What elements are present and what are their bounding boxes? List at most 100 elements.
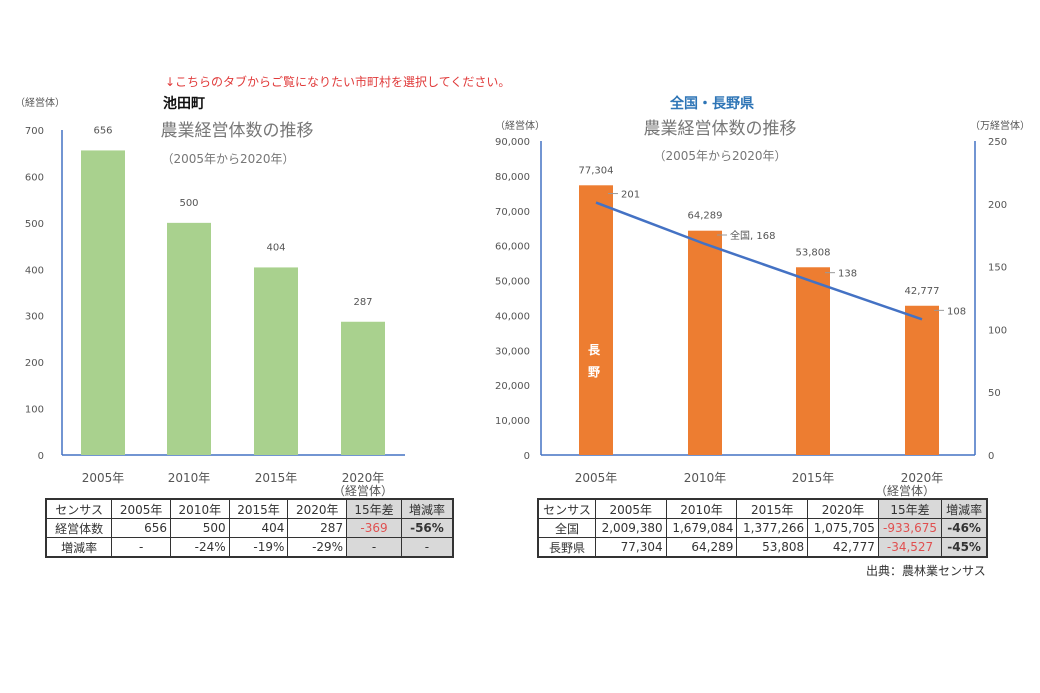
bar [81,150,125,455]
bar-inner-label: 長 [588,342,601,357]
column-header: 15年差 [877,498,943,519]
table-cell: - [346,537,402,558]
table-row: 全国 2,009,380 1,679,084 1,377,266 1,075,705 -9… [537,518,988,538]
table-cell: 53,808 [736,537,809,558]
table-cell: 1,679,084 [665,518,738,538]
x-tick-label: 2010年 [684,471,727,485]
y-tick-label: 80,000 [495,172,530,183]
chart-subtitle: （2005年から2020年） [653,149,786,163]
bar [579,185,613,456]
column-header: 増減率 [941,498,988,519]
column-header: 15年差 [346,498,402,519]
y-tick-label: 200 [25,358,44,369]
table-cell: -45% [941,537,988,558]
y-tick-label: 70,000 [495,207,530,218]
column-header: 2020年 [807,498,879,519]
column-header: 2015年 [736,498,809,519]
bar-inner-label: 野 [588,365,600,379]
bar [341,321,385,455]
y-tick-label: 400 [25,265,44,276]
line-data-label: 201 [621,190,640,201]
bar [688,230,722,455]
bar [796,267,830,455]
y-tick-label: 10,000 [495,416,530,427]
table-unit-label: （経営体） [333,484,393,498]
table-cell: 64,289 [665,537,738,558]
y2-tick-label: 200 [988,200,1007,211]
table-cell: 2,009,380 [594,518,667,538]
y-tick-label: 30,000 [495,346,530,357]
y-tick-label: 100 [25,405,44,416]
table-cell: -19% [228,537,289,558]
table-cell: - [111,537,171,558]
table-cell: 287 [287,518,348,538]
bar [254,267,298,455]
table-cell: - [400,537,454,558]
y-tick-label: 0 [524,451,530,462]
row-label: 全国 [537,518,596,538]
table-cell: -34,527 [877,537,943,558]
column-header: 増減率 [400,498,454,519]
row-label: 経営体数 [45,518,113,538]
table-cell: 77,304 [594,537,667,558]
x-tick-label: 2015年 [255,471,298,485]
bar [905,305,939,455]
data-label: 500 [179,198,198,209]
chart-subtitle: （2005年から2020年） [161,152,294,166]
table-row: 長野県 77,304 64,289 53,808 42,777 -34,527 -45% [537,537,988,558]
table-cell: -369 [346,518,402,538]
chart-title: 農業経営体数の推移 [161,121,314,141]
column-header: 2005年 [594,498,667,519]
table-header-row: センサス 2005年 2010年 2015年 2020年 15年差 増減率 [45,498,454,519]
column-header: 2005年 [111,498,171,519]
table-cell: -933,675 [877,518,943,538]
national-nagano-table: センサス 2005年 2010年 2015年 2020年 15年差 増減率 全国 2,009,3… [537,498,988,558]
chart-title: 農業経営体数の推移 [644,119,797,139]
table-cell: 1,075,705 [807,518,879,538]
x-tick-label: 2015年 [792,471,835,485]
y2-axis-label: （万経営体） [970,119,1030,132]
table-cell: 1,377,266 [736,518,809,538]
y2-tick-label: 100 [988,325,1007,336]
line-data-label: 全国, 168 [730,229,775,242]
data-label: 287 [353,297,372,308]
table-row: 経営体数 656 500 404 287 -369 -56% [45,518,454,538]
y-axis-label: （経営体） [495,119,545,132]
table-row: 増減率 - -24% -19% -29% - - [45,537,454,558]
table-cell: 656 [111,518,171,538]
table-cell: -46% [941,518,988,538]
y-axis-label: （経営体） [15,96,65,109]
y-tick-label: 0 [38,451,44,462]
data-label: 404 [266,242,285,253]
column-header: 2010年 [665,498,738,519]
line-data-label: 108 [947,306,966,317]
column-header: 2010年 [169,498,230,519]
bar-data-label: 64,289 [688,211,723,222]
line-data-label: 138 [838,269,857,280]
table-cell: -24% [169,537,230,558]
y2-tick-label: 50 [988,388,1001,399]
y2-tick-label: 250 [988,137,1007,148]
table-header-row: センサス 2005年 2010年 2015年 2020年 15年差 増減率 [537,498,988,519]
instruction-note: ↓こちらのタブからご覧になりたい市町村を選択してください。 [165,75,511,89]
ikeda-table: センサス 2005年 2010年 2015年 2020年 15年差 増減率 経営体数 656 50… [45,498,454,558]
table-cell: 42,777 [807,537,879,558]
table-cell: 500 [169,518,230,538]
row-label: 長野県 [537,537,596,558]
x-tick-label: 2005年 [575,471,618,485]
column-header: センサス [45,498,113,519]
column-header: センサス [537,498,596,519]
bar-data-label: 77,304 [579,165,614,176]
y-tick-label: 700 [25,126,44,137]
column-header: 2020年 [287,498,348,519]
y-tick-label: 40,000 [495,311,530,322]
y-tick-label: 90,000 [495,137,530,148]
table-cell: -56% [400,518,454,538]
table-cell: 404 [228,518,289,538]
y-tick-label: 500 [25,219,44,230]
x-tick-label: 2020年 [901,471,944,485]
y-tick-label: 300 [25,312,44,323]
bar [167,222,211,455]
